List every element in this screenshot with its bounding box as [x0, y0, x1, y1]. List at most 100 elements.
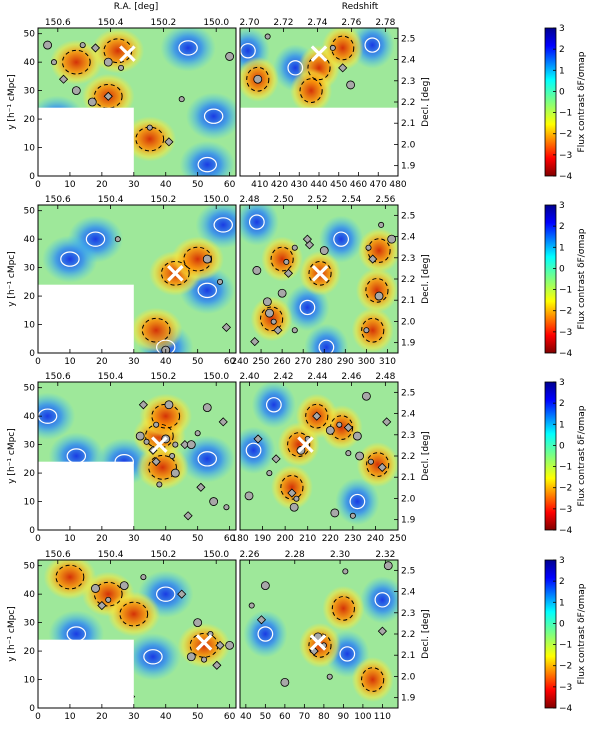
hotspot: [356, 442, 398, 488]
x-tick-label: 60: [279, 712, 291, 722]
colorbar-tick-label: 0: [559, 264, 565, 274]
galaxy-marker: [336, 421, 343, 428]
coldspot: [179, 140, 235, 176]
galaxy-marker: [50, 59, 57, 66]
colorbar-label: Flux contrast δF/σmap: [577, 405, 587, 506]
decl-axis-label: Decl. [deg]: [421, 254, 431, 304]
decl-tick-label: 1.9: [401, 694, 416, 704]
hotspot: [139, 393, 193, 439]
galaxy-marker: [346, 80, 356, 90]
x-tick-label: 0: [35, 180, 41, 190]
x-tick-label: 50: [192, 712, 204, 722]
hotspot: [321, 28, 364, 71]
y-tick-label: 30: [24, 87, 36, 97]
hotspot: [107, 591, 161, 637]
masked-region: [240, 107, 398, 176]
x-tick-label: 180: [231, 534, 248, 544]
panel-3-xz: 180 190 200 210 220 230 240 250 2.40 2.42 2.44 2.46…: [231, 372, 431, 544]
decl-tick-label: 2.0: [401, 672, 416, 682]
galaxy-marker: [196, 482, 206, 492]
galaxy-marker: [225, 52, 235, 61]
underdensity-contour: [60, 251, 80, 267]
galaxy-marker: [209, 497, 219, 506]
x-tick-label: 90: [338, 712, 350, 722]
overdensity-contour: [365, 278, 389, 303]
galaxy-marker: [355, 451, 365, 461]
colorbar-tick-label: 2: [559, 399, 565, 409]
galaxy-marker: [58, 74, 69, 84]
galaxy-marker: [170, 468, 180, 478]
decl-tick-label: 2.5: [401, 388, 415, 398]
galaxy-marker: [291, 244, 298, 251]
top-tick-label: 2.26: [239, 550, 259, 560]
hotspot: [91, 28, 145, 74]
decl-tick-label: 2.2: [401, 275, 415, 285]
overdensity-contour: [93, 83, 123, 109]
overdensity-contour: [93, 581, 123, 607]
top-tick-label: 150.2: [151, 550, 177, 560]
galaxy-marker: [43, 40, 52, 50]
protocluster-marker: [167, 265, 184, 282]
decl-axis-label: Decl. [deg]: [421, 431, 431, 481]
x-tick-label: 290: [337, 357, 354, 367]
panel-1-xz: 410 420 430 440 450 460 470 480 2.70 2.72 2.74 2.76…: [239, 18, 431, 190]
top-tick-label: 150.0: [203, 372, 229, 382]
overdensity-contour: [361, 317, 385, 343]
top-tick-label: 2.72: [273, 18, 293, 28]
galaxy-marker: [302, 234, 312, 244]
overdensity-contour: [280, 474, 304, 500]
hotspot: [322, 585, 365, 631]
decl-axis-label: Decl. [deg]: [421, 77, 431, 127]
colorbar-1: 3 2 1 0 −1 −2 −3 −4 Flux contrast δF/σmap: [544, 24, 587, 182]
protocluster-marker: [310, 45, 328, 62]
coldspot: [42, 235, 98, 283]
underdensity-contour: [339, 646, 356, 662]
overdensity-contour: [270, 246, 294, 272]
colorbar-tick-label: −2: [559, 130, 572, 140]
x-tick-label: 200: [277, 534, 294, 544]
colorbar-gradient: [544, 381, 557, 531]
galaxy-marker: [186, 652, 196, 662]
decl-tick-label: 2.4: [401, 588, 416, 598]
colorbar-tick-label: −4: [559, 349, 573, 359]
colorbar-tick-label: −2: [559, 662, 572, 672]
top-tick-label: 2.70: [239, 18, 259, 28]
panel-3-xy: 0 10 20 30 40 50 60 150.6 150.4 150.2 150.0 0 10 20 30…: [7, 372, 237, 544]
masked-region: [38, 284, 134, 353]
x-tick-label: 40: [160, 180, 172, 190]
overdensity-contour: [331, 596, 355, 621]
galaxy-marker: [330, 508, 340, 518]
top-tick-label: 2.28: [285, 550, 305, 560]
coldspot: [185, 92, 236, 140]
top-tick-label: 2.74: [307, 18, 327, 28]
galaxy-marker: [215, 640, 225, 650]
underdensity-contour: [287, 60, 304, 76]
y-axis-label: y [h⁻¹ cMpc]: [7, 74, 17, 130]
colorbar-tick-label: 3: [559, 201, 565, 211]
galaxy-marker: [270, 318, 277, 325]
decl-tick-label: 2.1: [401, 473, 415, 483]
hotspot: [171, 236, 225, 282]
galaxy-marker: [271, 454, 281, 464]
galaxy-marker: [156, 481, 163, 488]
x-tick-label: 280: [316, 357, 333, 367]
colorbar-tick-label: 2: [559, 577, 565, 587]
underdensity-contour: [374, 592, 391, 608]
y-axis-label: y [h⁻¹ cMpc]: [7, 251, 17, 307]
overdensity-contour: [246, 66, 270, 92]
galaxy-marker: [103, 91, 113, 101]
hotspot: [358, 228, 398, 274]
top-tick-label: 150.6: [45, 195, 71, 205]
colorbar-tick-label: −3: [559, 328, 572, 338]
colorbar-tick-label: −1: [559, 109, 572, 119]
masked-region: [38, 461, 134, 530]
galaxy-marker: [135, 431, 145, 441]
top-tick-label: 2.32: [375, 550, 395, 560]
galaxy-marker: [343, 422, 353, 433]
galaxy-marker: [248, 602, 255, 609]
top-tick-label: 150.6: [45, 18, 71, 28]
decl-tick-label: 2.1: [401, 119, 415, 129]
x-tick-label: 250: [389, 534, 406, 544]
top-ra-label: R.A. [deg]: [114, 2, 159, 12]
hotspot: [355, 267, 398, 313]
